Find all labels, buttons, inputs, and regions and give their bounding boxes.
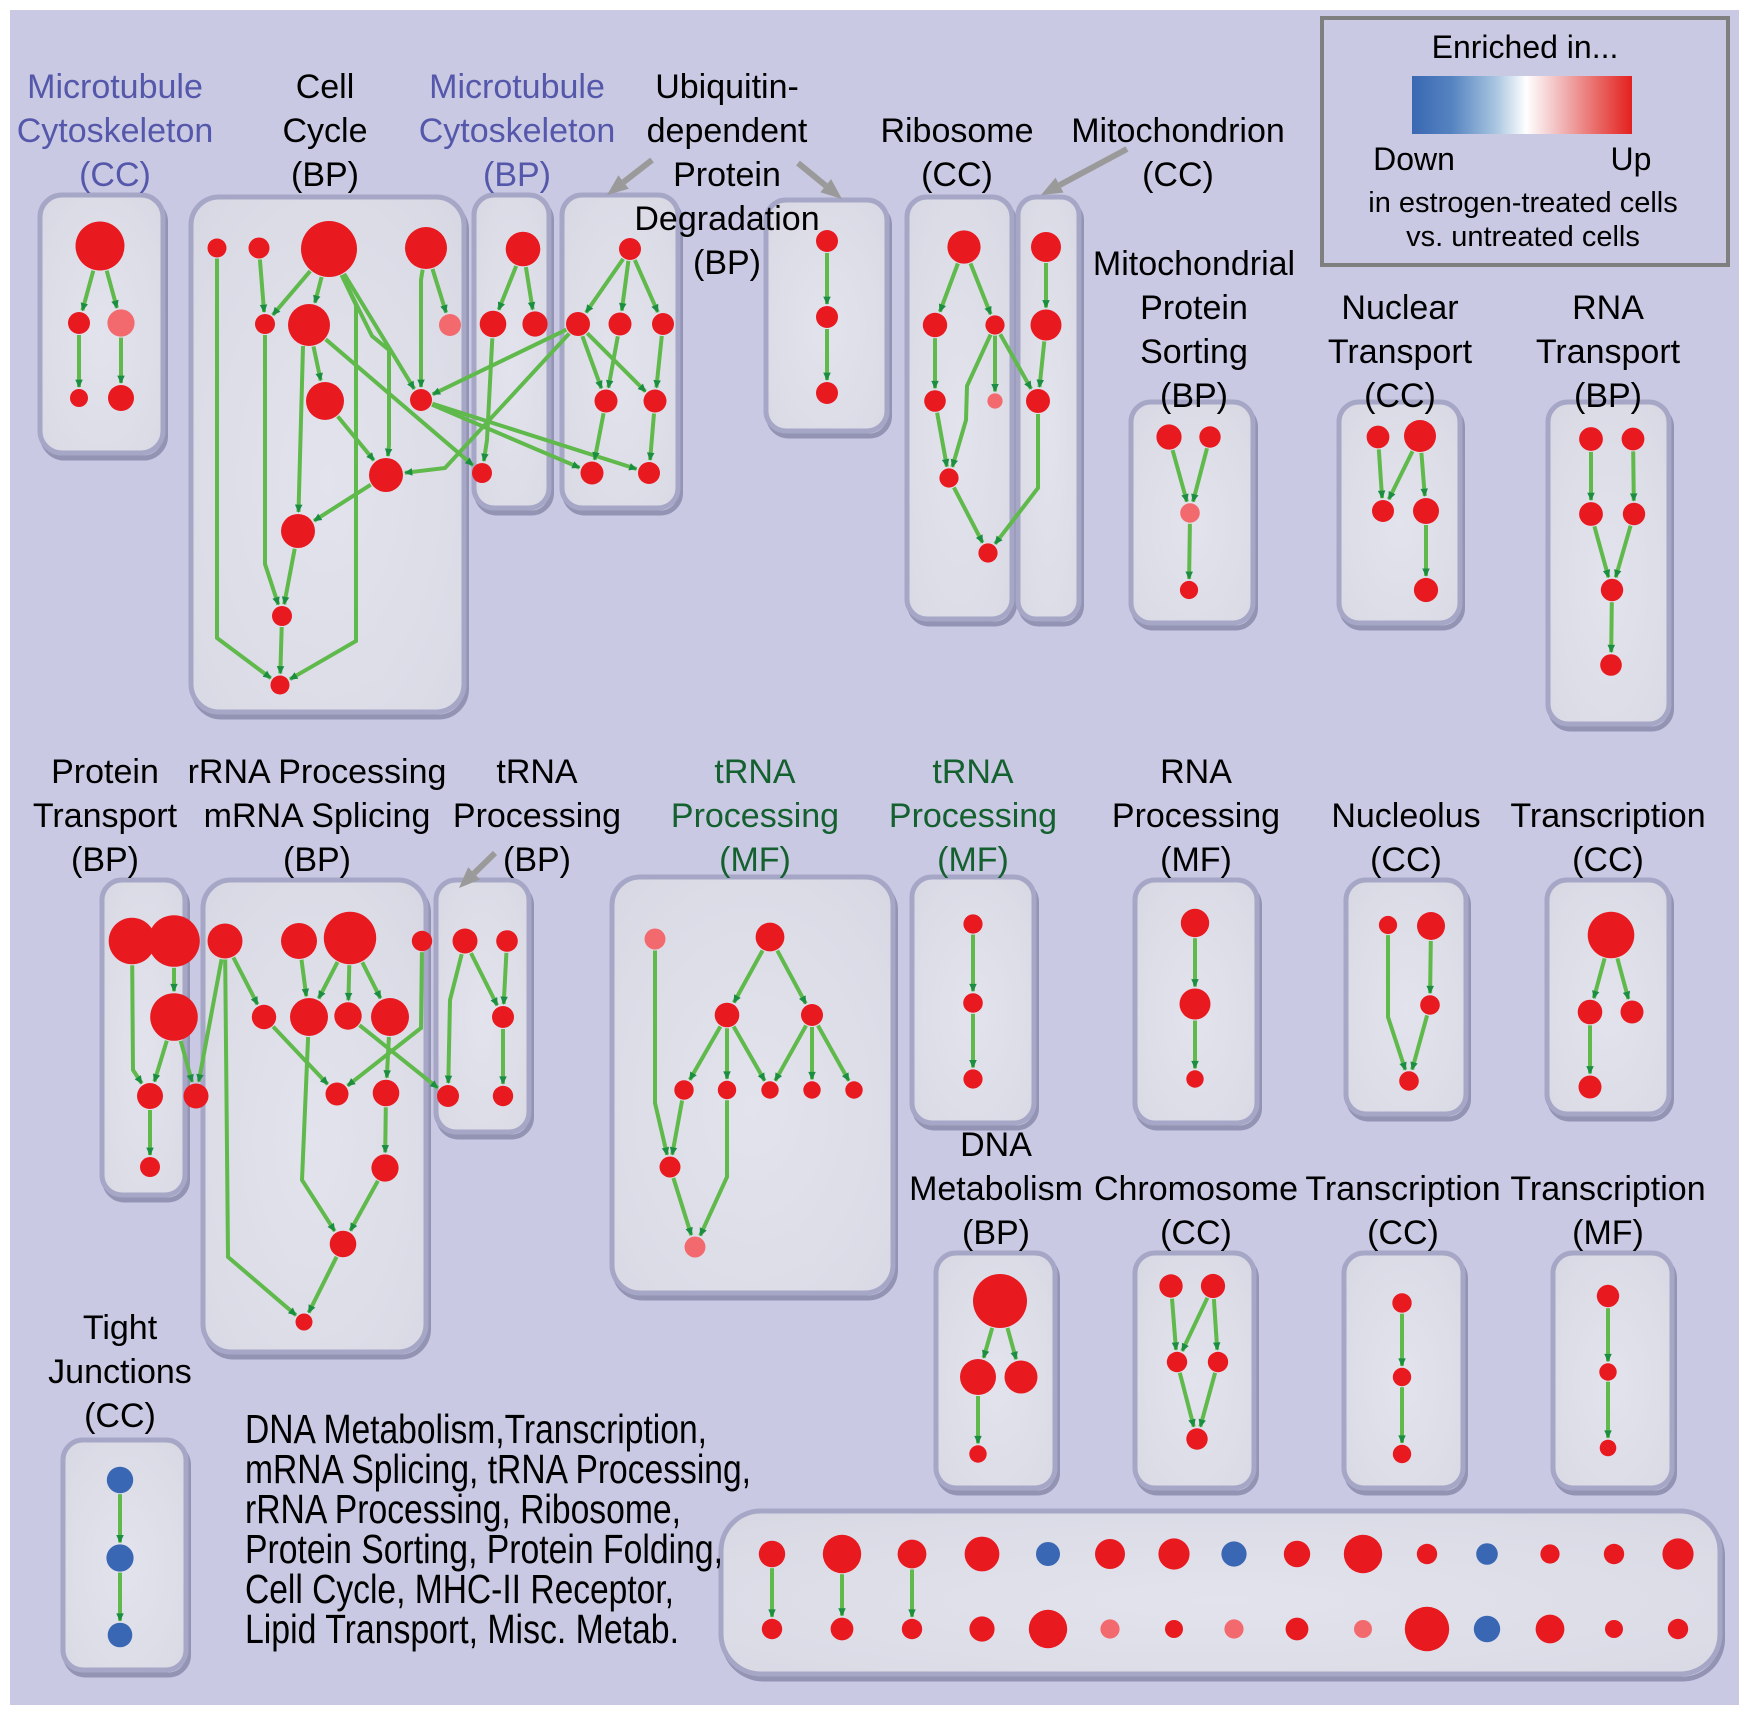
svg-text:(CC): (CC) <box>84 1397 156 1435</box>
svg-text:Cycle: Cycle <box>282 112 367 150</box>
svg-text:tRNA: tRNA <box>714 753 796 791</box>
svg-text:Transcription: Transcription <box>1510 797 1705 835</box>
svg-text:Mitochondrial: Mitochondrial <box>1093 245 1295 283</box>
svg-text:(BP): (BP) <box>283 841 351 879</box>
svg-text:(CC): (CC) <box>1367 1214 1439 1252</box>
svg-text:mRNA Splicing, tRNA Processing: mRNA Splicing, tRNA Processing, <box>245 1446 751 1492</box>
svg-text:rRNA Processing, Ribosome,: rRNA Processing, Ribosome, <box>245 1486 681 1532</box>
svg-text:Processing: Processing <box>671 797 839 835</box>
svg-text:Ribosome: Ribosome <box>880 112 1033 150</box>
svg-text:Sorting: Sorting <box>1140 333 1248 371</box>
svg-text:(BP): (BP) <box>1160 377 1228 415</box>
svg-text:Microtubule: Microtubule <box>429 68 605 106</box>
svg-text:DNA: DNA <box>960 1126 1032 1164</box>
svg-text:(MF): (MF) <box>1160 841 1232 879</box>
svg-text:RNA: RNA <box>1160 753 1232 791</box>
svg-text:(CC): (CC) <box>1142 156 1214 194</box>
svg-text:Transcription: Transcription <box>1510 1170 1705 1208</box>
svg-text:Cytoskeleton: Cytoskeleton <box>419 112 616 150</box>
svg-text:(CC): (CC) <box>1370 841 1442 879</box>
svg-text:Nucleolus: Nucleolus <box>1331 797 1480 835</box>
svg-text:Processing: Processing <box>889 797 1057 835</box>
svg-text:(MF): (MF) <box>1572 1214 1644 1252</box>
svg-text:(BP): (BP) <box>503 841 571 879</box>
svg-text:dependent: dependent <box>647 112 808 150</box>
svg-text:rRNA Processing: rRNA Processing <box>188 753 447 791</box>
svg-text:Metabolism: Metabolism <box>909 1170 1083 1208</box>
svg-text:Protein: Protein <box>51 753 159 791</box>
svg-text:Ubiquitin-: Ubiquitin- <box>655 68 799 106</box>
svg-text:(MF): (MF) <box>937 841 1009 879</box>
svg-text:(CC): (CC) <box>1160 1214 1232 1252</box>
svg-text:(BP): (BP) <box>71 841 139 879</box>
svg-text:Cytoskeleton: Cytoskeleton <box>17 112 214 150</box>
svg-text:Down: Down <box>1373 141 1455 177</box>
svg-text:Transport: Transport <box>33 797 178 835</box>
svg-text:Up: Up <box>1611 141 1652 177</box>
svg-text:Processing: Processing <box>1112 797 1280 835</box>
svg-text:Degradation: Degradation <box>634 200 819 238</box>
svg-text:(MF): (MF) <box>719 841 791 879</box>
svg-text:Transport: Transport <box>1328 333 1473 371</box>
svg-text:RNA: RNA <box>1572 289 1644 327</box>
svg-text:Protein Sorting, Protein Foldi: Protein Sorting, Protein Folding, <box>245 1526 723 1572</box>
svg-text:Nuclear: Nuclear <box>1341 289 1458 327</box>
svg-text:Transcription: Transcription <box>1305 1170 1500 1208</box>
svg-text:Enriched in...: Enriched in... <box>1432 29 1619 65</box>
svg-text:Microtubule: Microtubule <box>27 68 203 106</box>
svg-text:Mitochondrion: Mitochondrion <box>1071 112 1285 150</box>
svg-text:Cell Cycle, MHC-II Receptor,: Cell Cycle, MHC-II Receptor, <box>245 1566 674 1612</box>
svg-text:(CC): (CC) <box>921 156 993 194</box>
svg-text:(BP): (BP) <box>693 244 761 282</box>
svg-text:tRNA: tRNA <box>496 753 578 791</box>
svg-text:vs. untreated cells: vs. untreated cells <box>1406 221 1640 253</box>
svg-text:(CC): (CC) <box>79 156 151 194</box>
svg-text:Transport: Transport <box>1536 333 1681 371</box>
svg-text:(BP): (BP) <box>1574 377 1642 415</box>
svg-text:DNA Metabolism,Transcription,: DNA Metabolism,Transcription, <box>245 1406 707 1452</box>
svg-text:Protein: Protein <box>673 156 781 194</box>
svg-text:(BP): (BP) <box>962 1214 1030 1252</box>
svg-text:Tight: Tight <box>83 1309 158 1347</box>
svg-text:(CC): (CC) <box>1572 841 1644 879</box>
svg-text:(BP): (BP) <box>291 156 359 194</box>
svg-text:in estrogen-treated cells: in estrogen-treated cells <box>1368 187 1678 219</box>
svg-text:Cell: Cell <box>296 68 355 106</box>
svg-text:tRNA: tRNA <box>932 753 1014 791</box>
svg-text:mRNA Splicing: mRNA Splicing <box>204 797 431 835</box>
svg-text:Junctions: Junctions <box>48 1353 192 1391</box>
svg-text:Protein: Protein <box>1140 289 1248 327</box>
svg-text:Processing: Processing <box>453 797 621 835</box>
svg-text:Chromosome: Chromosome <box>1094 1170 1298 1208</box>
svg-text:(CC): (CC) <box>1364 377 1436 415</box>
svg-text:(BP): (BP) <box>483 156 551 194</box>
svg-text:Lipid Transport, Misc. Metab.: Lipid Transport, Misc. Metab. <box>245 1606 679 1652</box>
